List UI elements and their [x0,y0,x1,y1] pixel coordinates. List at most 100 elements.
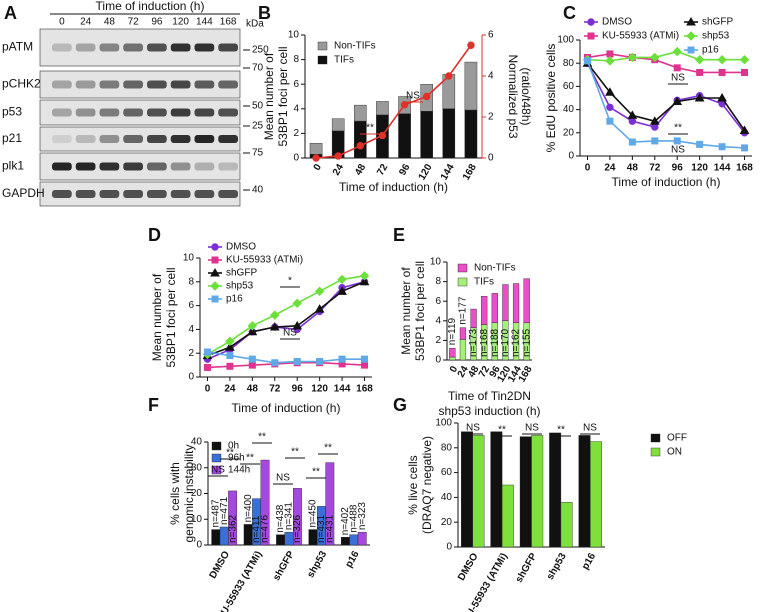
y2-tick-label: 4 [488,71,494,82]
point [270,310,280,320]
point [627,52,638,63]
line [587,53,745,74]
y2-tick-label: 2 [488,112,494,123]
n-label: n=155 [521,328,532,357]
point [361,355,369,363]
y-tick-label: 10 [288,30,300,41]
bar [354,120,367,159]
legend-swatch [211,441,222,451]
line [586,62,746,134]
bar [481,296,488,325]
legend-label: p16 [226,294,243,305]
blot-band [194,43,215,52]
legend-label: 144h [228,465,250,476]
point [673,137,681,145]
annotation: NS [671,73,685,84]
y-tick-label: 20 [441,517,453,528]
blot-band [147,190,167,198]
bar [464,61,478,111]
n-label: n=173 [468,328,479,357]
annotation: ** [226,448,234,459]
n-label: n=476 [260,514,271,543]
y-tick-label: 0 [568,151,574,162]
blot-band [147,108,167,117]
point [247,321,258,331]
x-tick-label: 24 [224,384,236,395]
x-tick-label: 72 [477,364,492,380]
point [356,142,365,150]
lane-label: 96 [151,17,163,28]
point [248,361,256,369]
blot-band [218,108,238,117]
y-axis-label: 53BP1 foci per cell [276,46,290,146]
bar [490,431,503,548]
y-axis-label: % EdU positive cells [544,44,558,153]
point [651,123,659,131]
x-tick-label: 168 [736,163,753,174]
kda-label: 50 [252,101,264,112]
point [739,55,750,65]
point [649,116,660,125]
blot-band [147,80,167,89]
n-label: n=177 [458,296,469,325]
blot-band [194,135,215,143]
x-axis-label: Time of Tin2DN [448,389,531,403]
point [467,41,475,49]
blot-band [99,43,120,52]
annotation: ** [324,443,332,454]
blot-band [123,43,143,52]
blot-band [52,108,72,117]
point [292,298,302,308]
blot-band [170,108,191,117]
blot-band [170,43,191,52]
point [694,92,705,102]
legend-label: OFF [667,433,687,444]
panel-letter: E [393,225,405,245]
point [226,352,234,360]
legend-swatch [317,55,328,65]
x-tick-label: p16 [344,549,362,570]
legend-label: TIFs [334,55,354,66]
x-tick-label: shp53 [545,551,569,582]
n-label: n=402 [340,507,351,536]
lane-label: 120 [172,17,189,28]
y-tick-label: 8 [293,54,299,65]
y-tick-label: 0 [435,355,441,366]
bar [449,348,456,358]
blot-band [170,190,191,198]
annotation: ** [246,453,254,464]
protein-label: pCHK2 [2,77,41,91]
x-tick-label: 96 [397,162,412,178]
n-label: n=168 [479,328,490,357]
point [359,276,370,286]
blot-band [99,162,120,171]
n-label: n=326 [292,514,303,543]
bar [340,537,350,546]
blot-band [123,135,143,143]
point [605,87,615,96]
point [718,68,726,76]
annotation: * [288,276,292,287]
bar [449,356,456,361]
y2-tick-label: 6 [488,30,494,41]
lane-label: 144 [196,17,213,28]
bar [376,101,389,116]
x-tick-label: 96 [292,384,304,395]
bar [211,529,221,546]
protein-label: GAPDH [2,186,45,200]
annotation: NS [406,91,420,102]
x-tick-label: shGFP [514,551,540,585]
x-tick-label: DMSO [208,549,233,581]
point [247,326,258,336]
lane-label: 168 [220,17,237,28]
x-tick-label: 72 [269,384,281,395]
point [445,72,453,80]
y-tick-label: 60 [441,467,453,478]
annotation: NS [671,145,685,156]
x-tick-label: shGFP [271,549,297,583]
annotation: NS [466,423,480,434]
x-tick-label: 48 [466,364,481,380]
annotation: NS [283,328,297,339]
y-tick-label: 8 [188,276,194,287]
legend-label: TIFs [474,277,494,288]
